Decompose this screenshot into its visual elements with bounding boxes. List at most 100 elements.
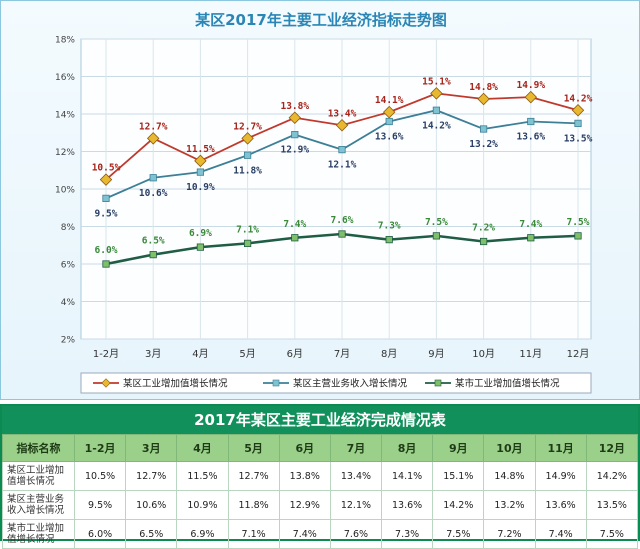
y-tick-label: 16%	[55, 73, 75, 83]
data-point	[385, 117, 393, 126]
table-cell: 13.4%	[329, 461, 383, 491]
row-name: 某区工业增加值增长情况	[2, 461, 75, 491]
data-label: 11.8%	[233, 165, 262, 176]
data-label: 6.0%	[95, 245, 118, 256]
data-label: 10.6%	[139, 188, 168, 199]
x-tick-label: 6月	[287, 348, 303, 360]
x-tick-label: 5月	[239, 348, 255, 360]
data-label: 13.4%	[328, 108, 357, 119]
data-label: 7.4%	[283, 219, 306, 230]
table-row: 某市工业增加值增长情况 6.0% 6.5% 6.9% 7.1% 7.4% 7.6% 7.3% 7…	[2, 519, 639, 549]
table-cell: 9.5%	[73, 490, 127, 520]
column-header: 5月	[227, 434, 280, 462]
x-tick-label: 11月	[519, 348, 542, 360]
x-tick-label: 4月	[192, 348, 208, 360]
table-cell: 7.5%	[432, 519, 485, 549]
table-cell: 14.2%	[585, 461, 639, 491]
table-cell: 7.1%	[227, 519, 280, 549]
data-label: 12.9%	[280, 145, 309, 156]
data-label: 14.8%	[469, 82, 498, 93]
data-point	[102, 194, 110, 202]
table-cell: 10.5%	[73, 461, 127, 491]
row-name: 某区主营业务收入增长情况	[2, 490, 75, 520]
summary-table: 指标名称 1-2月 3月 4月 5月 6月 7月 8月 9月 10月 11月 12月 某区工业增加值…	[2, 434, 639, 549]
table-cell: 7.3%	[381, 519, 434, 549]
y-tick-label: 2%	[61, 336, 76, 346]
y-tick-label: 18%	[55, 36, 75, 46]
column-header: 10月	[483, 434, 536, 462]
table-row: 某区主营业务收入增长情况 9.5% 10.6% 10.9% 11.8% 12.9% 12.1…	[2, 490, 639, 520]
data-label: 7.2%	[472, 223, 495, 234]
row-name: 某市工业增加值增长情况	[2, 519, 75, 549]
table-cell: 14.8%	[483, 461, 536, 491]
legend-label: 某区工业增加值增长情况	[123, 378, 228, 390]
data-point	[524, 90, 538, 104]
chart-title: 某区2017年主要工业经济指标走势图	[195, 11, 447, 29]
x-tick-label: 9月	[428, 348, 444, 360]
legend-label: 某市工业增加值增长情况	[455, 378, 560, 390]
table-cell: 13.6%	[534, 490, 587, 520]
data-point	[479, 125, 488, 133]
data-point	[338, 146, 346, 154]
table-cell: 6.0%	[73, 519, 127, 549]
data-label: 13.8%	[280, 101, 309, 112]
data-label: 14.2%	[564, 93, 593, 104]
table-cell: 12.7%	[227, 461, 280, 491]
column-header: 11月	[534, 434, 587, 462]
table-cell: 7.2%	[483, 519, 536, 549]
data-label: 10.5%	[92, 163, 121, 174]
table-cell: 12.9%	[278, 490, 331, 520]
data-point	[477, 92, 490, 106]
data-label: 11.5%	[186, 144, 215, 155]
column-header: 12月	[585, 434, 639, 462]
data-point	[430, 87, 443, 100]
data-point	[196, 168, 204, 176]
data-label: 15.1%	[422, 76, 451, 87]
data-label: 7.1%	[236, 224, 259, 235]
data-label: 14.9%	[516, 80, 545, 91]
data-label: 6.9%	[189, 228, 212, 239]
table-cell: 13.6%	[381, 490, 434, 520]
data-point	[194, 154, 207, 168]
table-cell: 12.7%	[125, 461, 178, 491]
table-row: 某区工业增加值增长情况 10.5% 12.7% 11.5% 12.7% 13.8% 13.4…	[2, 461, 639, 491]
data-point	[149, 174, 157, 182]
y-tick-label: 4%	[61, 298, 76, 308]
table-cell: 15.1%	[432, 461, 485, 491]
summary-table-panel: 2017年某区主要工业经济完成情况表 指标名称 1-2月 3月 4月 5月 6月 7月 8月…	[0, 404, 640, 549]
table-cell: 7.6%	[329, 519, 383, 549]
data-label: 14.1%	[375, 95, 404, 106]
data-label: 7.6%	[331, 215, 354, 226]
data-point	[196, 243, 204, 251]
data-point	[432, 232, 441, 240]
x-tick-label: 8月	[381, 348, 397, 360]
x-tick-label: 1-2月	[93, 348, 119, 360]
data-label: 12.7%	[233, 121, 262, 132]
table-title: 2017年某区主要工业经济完成情况表	[2, 406, 638, 434]
data-label: 7.4%	[519, 219, 542, 230]
data-label: 7.5%	[567, 217, 590, 228]
data-point	[146, 132, 160, 145]
legend-label: 某区主营业务收入增长情况	[293, 378, 408, 390]
data-point	[149, 251, 157, 259]
table-cell: 13.8%	[278, 461, 331, 491]
data-point	[288, 111, 302, 124]
column-header: 7月	[329, 434, 383, 462]
header-indicator-name: 指标名称	[2, 434, 75, 462]
y-tick-label: 12%	[55, 148, 75, 158]
column-header: 3月	[125, 434, 178, 462]
data-point	[291, 234, 299, 242]
legend-swatch-marker	[434, 379, 442, 387]
y-tick-label: 6%	[61, 261, 76, 271]
line-chart: 某区2017年主要工业经济指标走势图 2% 4% 6% 8% 10% 12% 14% 16% 18…	[55, 11, 593, 394]
table-cell: 14.1%	[381, 461, 434, 491]
data-point	[574, 119, 582, 127]
table-cell: 7.5%	[585, 519, 639, 549]
data-label: 14.2%	[422, 120, 451, 131]
data-point	[335, 119, 349, 132]
data-point	[291, 131, 299, 139]
data-label: 9.5%	[95, 208, 118, 219]
legend-swatch-marker	[101, 378, 111, 388]
table-cell: 7.4%	[278, 519, 331, 549]
table-cell: 14.9%	[534, 461, 587, 491]
